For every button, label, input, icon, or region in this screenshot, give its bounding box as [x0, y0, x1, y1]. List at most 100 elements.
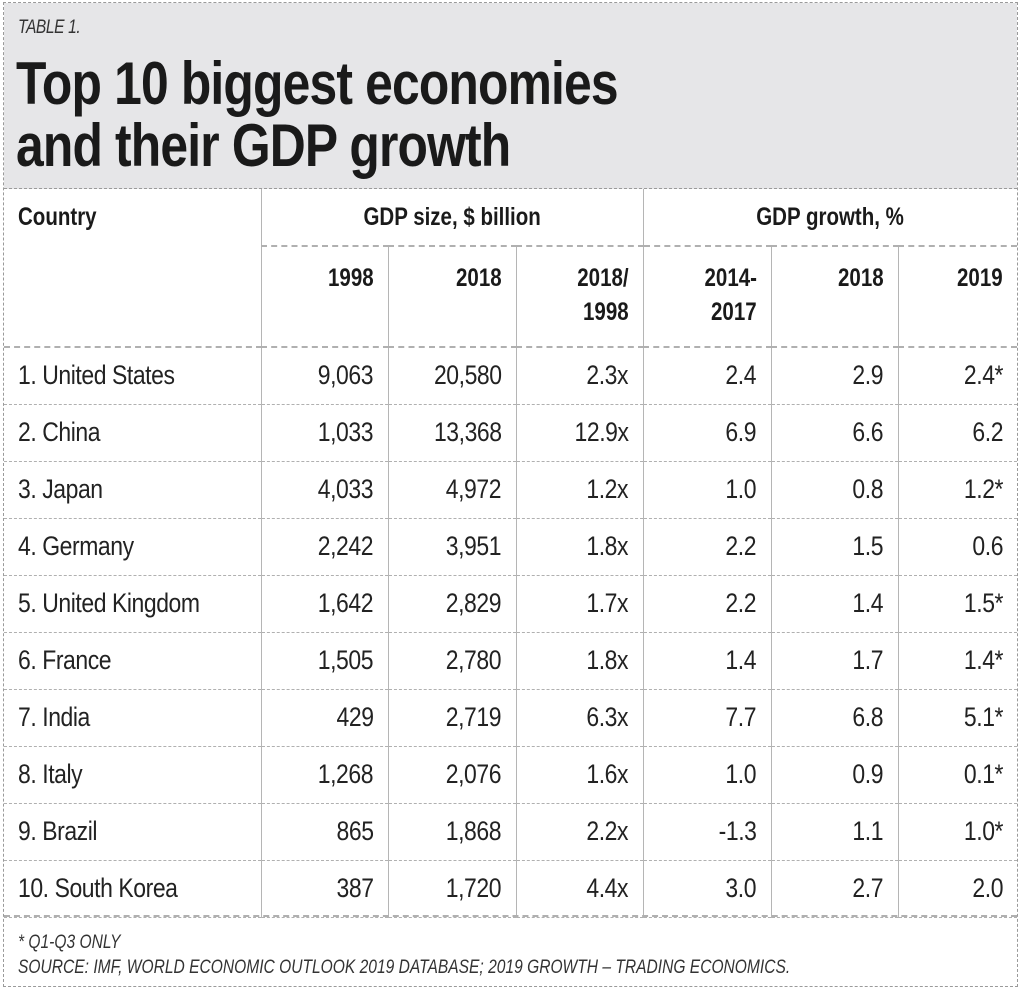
- table-row: 2. China 1,033 13,368 12.9x 6.9 6.6 6.2: [4, 404, 1018, 461]
- cell-ratio: 2.2x: [515, 803, 644, 860]
- cell-growth-2019: 0.6: [897, 518, 1018, 575]
- cell-country: 3. Japan: [18, 474, 103, 504]
- cell-country: 1. United States: [18, 360, 175, 391]
- cell-country: 10. South Korea: [18, 873, 178, 903]
- cell-growth-2018: 1.7: [770, 632, 899, 689]
- cell-growth-2018: 6.8: [770, 689, 899, 746]
- table-row: 10. South Korea 387 1,720 4.4x 3.0 2.7 2.0: [4, 860, 1018, 917]
- group-header-gdp-growth: GDP growth, %: [642, 189, 1018, 247]
- cell-growth-2014-2017: 1.4: [642, 632, 772, 689]
- cell-growth-2018: 0.8: [770, 461, 899, 518]
- column-header-growth-2019: 2019: [897, 246, 1018, 346]
- table-title: Top 10 biggest economies and their GDP g…: [16, 50, 619, 179]
- cell-growth-2018: 6.6: [770, 404, 899, 461]
- cell-gdp-2018: 2,719: [387, 689, 516, 746]
- cell-gdp-1998: 1,268: [260, 746, 388, 803]
- cell-growth-2019: 2.4*: [897, 347, 1018, 404]
- table-row: 1. United States 9,063 20,580 2.3x 2.4 2.9 2.4…: [4, 347, 1018, 404]
- table-frame: TABLE 1. Top 10 biggest economies and th…: [3, 2, 1018, 987]
- cell-growth-2018: 0.9: [770, 746, 899, 803]
- cell-country: 9. Brazil: [18, 816, 98, 846]
- cell-gdp-2018: 4,972: [387, 461, 516, 518]
- cell-growth-2014-2017: 2.2: [642, 575, 772, 632]
- table-row: 4. Germany 2,242 3,951 1.8x 2.2 1.5 0.6: [4, 518, 1018, 575]
- gdp-table: Country GDP size, $ billion GDP growth, …: [4, 189, 1018, 918]
- cell-gdp-2018: 2,780: [387, 632, 516, 689]
- cell-growth-2019: 1.4*: [897, 632, 1018, 689]
- source-note: SOURCE: IMF, WORLD ECONOMIC OUTLOOK 2019…: [18, 957, 791, 978]
- cell-gdp-2018: 20,580: [387, 347, 516, 404]
- cell-gdp-2018: 3,951: [387, 518, 516, 575]
- cell-growth-2014-2017: 2.2: [642, 518, 772, 575]
- cell-gdp-1998: 2,242: [260, 518, 388, 575]
- cell-gdp-1998: 4,033: [260, 461, 388, 518]
- table-row: 9. Brazil 865 1,868 2.2x -1.3 1.1 1.0*: [4, 803, 1018, 860]
- cell-gdp-1998: 429: [260, 689, 388, 746]
- table-row: 8. Italy 1,268 2,076 1.6x 1.0 0.9 0.1*: [4, 746, 1018, 803]
- table-header-band: TABLE 1. Top 10 biggest economies and th…: [4, 3, 1017, 189]
- table-row: 6. France 1,505 2,780 1.8x 1.4 1.7 1.4*: [4, 632, 1018, 689]
- cell-ratio: 1.7x: [515, 575, 644, 632]
- column-header-growth-2014-2017: 2014- 2017: [642, 246, 772, 346]
- cell-gdp-1998: 9,063: [260, 347, 388, 404]
- cell-gdp-1998: 1,505: [260, 632, 388, 689]
- cell-gdp-1998: 387: [260, 860, 388, 917]
- cell-ratio: 1.2x: [515, 461, 644, 518]
- cell-growth-2014-2017: 1.0: [642, 461, 772, 518]
- cell-country: 4. Germany: [18, 531, 134, 561]
- column-header-2018: 2018: [387, 246, 516, 346]
- column-header-country: Country: [18, 203, 97, 231]
- cell-gdp-2018: 1,720: [387, 860, 516, 917]
- cell-growth-2019: 6.2: [897, 404, 1018, 461]
- cell-growth-2018: 1.5: [770, 518, 899, 575]
- cell-gdp-1998: 1,642: [260, 575, 388, 632]
- title-line-1: Top 10 biggest economies: [16, 50, 619, 117]
- group-header-row: Country GDP size, $ billion GDP growth, …: [4, 189, 1018, 247]
- cell-growth-2014-2017: -1.3: [642, 803, 772, 860]
- cell-growth-2014-2017: 1.0: [642, 746, 772, 803]
- cell-growth-2014-2017: 2.4: [642, 347, 772, 404]
- title-line-2: and their GDP growth: [16, 112, 511, 179]
- cell-gdp-2018: 2,829: [387, 575, 516, 632]
- table-number-label: TABLE 1.: [18, 17, 81, 38]
- footnote: * Q1-Q3 ONLY: [18, 932, 121, 953]
- cell-growth-2019: 1.5*: [897, 575, 1018, 632]
- cell-gdp-1998: 1,033: [260, 404, 388, 461]
- cell-growth-2019: 1.0*: [897, 803, 1018, 860]
- column-header-growth-2018: 2018: [770, 246, 899, 346]
- cell-gdp-2018: 13,368: [387, 404, 516, 461]
- cell-growth-2018: 2.7: [770, 860, 899, 917]
- table-footer: * Q1-Q3 ONLY SOURCE: IMF, WORLD ECONOMIC…: [4, 915, 1017, 987]
- cell-growth-2018: 1.1: [770, 803, 899, 860]
- cell-ratio: 1.8x: [515, 632, 644, 689]
- group-header-gdp-size: GDP size, $ billion: [260, 189, 644, 247]
- cell-growth-2019: 2.0: [897, 860, 1018, 917]
- column-header-1998: 1998: [260, 246, 388, 346]
- cell-growth-2019: 1.2*: [897, 461, 1018, 518]
- table-row: 5. United Kingdom 1,642 2,829 1.7x 2.2 1.4 1.5…: [4, 575, 1018, 632]
- cell-ratio: 12.9x: [515, 404, 644, 461]
- cell-ratio: 1.8x: [515, 518, 644, 575]
- cell-country: 7. India: [18, 702, 90, 732]
- cell-gdp-1998: 865: [260, 803, 388, 860]
- column-header-ratio: 2018/1998: [515, 246, 644, 346]
- cell-growth-2014-2017: 6.9: [642, 404, 772, 461]
- cell-gdp-2018: 2,076: [387, 746, 516, 803]
- cell-growth-2018: 2.9: [770, 347, 899, 404]
- cell-growth-2019: 5.1*: [897, 689, 1018, 746]
- cell-ratio: 6.3x: [515, 689, 644, 746]
- cell-country: 5. United Kingdom: [18, 588, 200, 618]
- cell-growth-2014-2017: 3.0: [642, 860, 772, 917]
- cell-country: 8. Italy: [18, 759, 83, 789]
- cell-ratio: 4.4x: [515, 860, 644, 917]
- cell-ratio: 2.3x: [515, 347, 644, 404]
- cell-country: 2. China: [18, 417, 101, 447]
- cell-growth-2019: 0.1*: [897, 746, 1018, 803]
- cell-ratio: 1.6x: [515, 746, 644, 803]
- cell-country: 6. France: [18, 645, 112, 675]
- cell-gdp-2018: 1,868: [387, 803, 516, 860]
- cell-growth-2014-2017: 7.7: [642, 689, 772, 746]
- cell-growth-2018: 1.4: [770, 575, 899, 632]
- table-row: 3. Japan 4,033 4,972 1.2x 1.0 0.8 1.2*: [4, 461, 1018, 518]
- sub-header-row: 1998 2018 2018/1998 2014- 2017 2018 2019: [4, 246, 1018, 346]
